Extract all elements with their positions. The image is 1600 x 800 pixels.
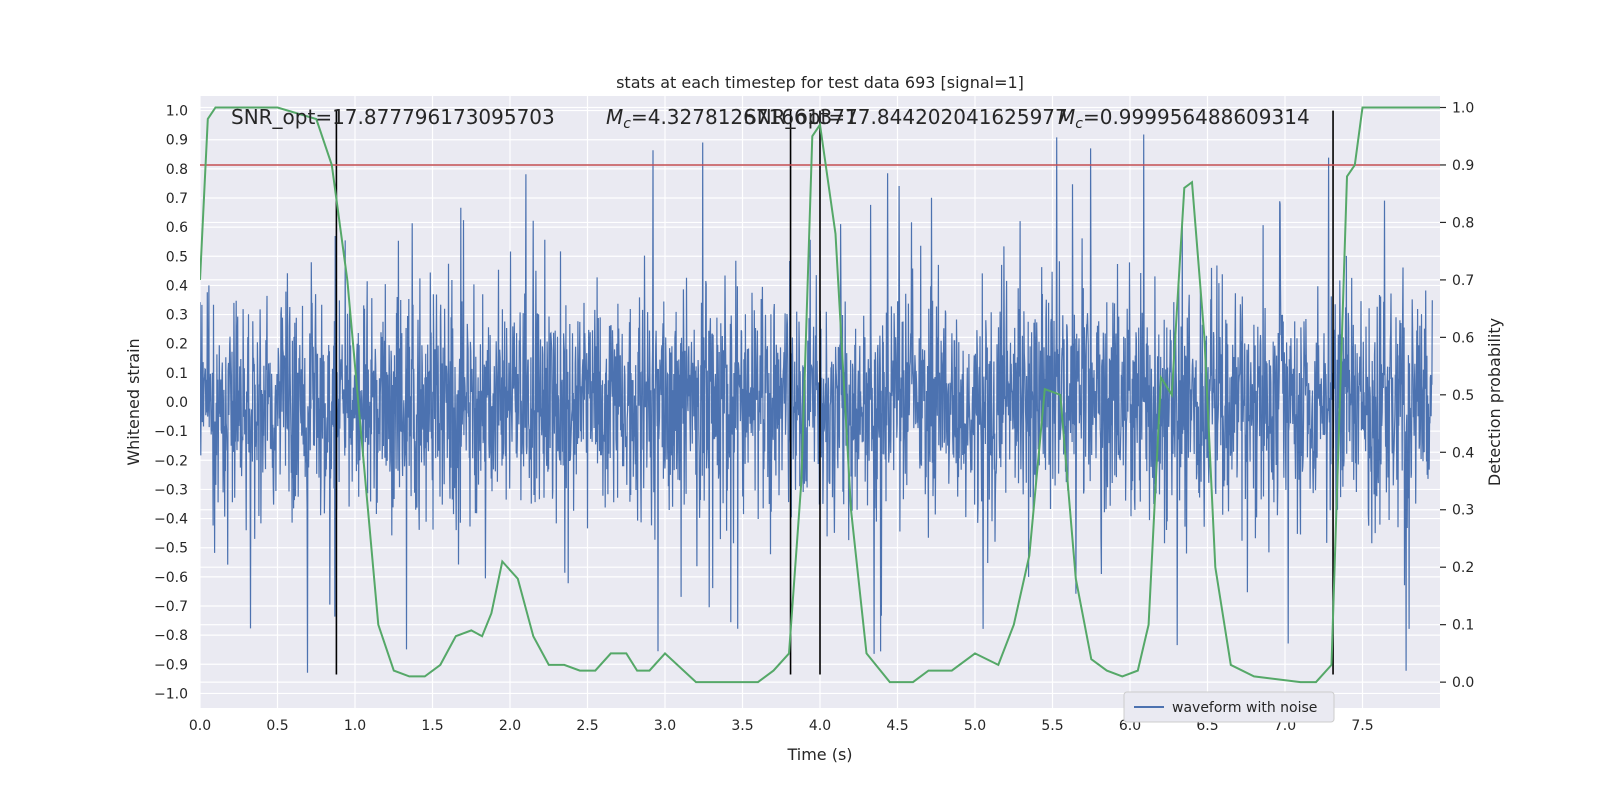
y-tick-label: −0.7 bbox=[154, 599, 188, 615]
y2-tick-label: 0.8 bbox=[1452, 215, 1474, 231]
y-tick-label: −0.2 bbox=[154, 453, 188, 469]
y-tick-label: −0.4 bbox=[154, 512, 188, 528]
y2-tick-label: 0.7 bbox=[1452, 273, 1474, 289]
y2-tick-label: 0.9 bbox=[1452, 158, 1474, 174]
y2-axis-label: Detection probability bbox=[1485, 318, 1504, 486]
annotation-mc-1: Mc=4.327812671661377 bbox=[606, 105, 858, 132]
y2-tick-label: 0.3 bbox=[1452, 503, 1474, 519]
y-tick-label: 0.6 bbox=[166, 220, 188, 236]
x-tick-label: 5.5 bbox=[1041, 718, 1063, 734]
legend: waveform with noise bbox=[1123, 691, 1335, 723]
waveform-series-line bbox=[200, 134, 1433, 673]
x-tick-label: 1.5 bbox=[421, 718, 443, 734]
y-tick-label: 0.9 bbox=[166, 133, 188, 149]
x-tick-label: 7.5 bbox=[1351, 718, 1373, 734]
y-tick-label: 1.0 bbox=[166, 104, 188, 120]
annotation-mc-2-sub: c bbox=[1075, 116, 1083, 132]
y2-tick-label: 0.4 bbox=[1452, 445, 1474, 461]
x-tick-label: 4.5 bbox=[886, 718, 908, 734]
y-tick-label: 0.2 bbox=[166, 337, 188, 353]
annotation-mc-1-sub: c bbox=[623, 116, 631, 132]
x-tick-label: 3.5 bbox=[731, 718, 753, 734]
legend-box bbox=[1123, 691, 1335, 723]
annotation-snr-1: SNR_opt=17.877796173095703 bbox=[231, 105, 555, 129]
y2-tick-label: 0.1 bbox=[1452, 618, 1474, 634]
y-tick-label: 0.8 bbox=[166, 162, 188, 178]
y-tick-label: −1.0 bbox=[154, 686, 188, 702]
y-tick-label: −0.8 bbox=[154, 628, 188, 644]
y-tick-label: 0.7 bbox=[166, 191, 188, 207]
annotation-snr-2: SNR_opt=17.844202041625977 bbox=[744, 105, 1068, 129]
vertical-markers bbox=[335, 110, 1334, 675]
plot-content bbox=[200, 106, 1440, 684]
annotation-mc-2-value: =0.999956488609314 bbox=[1083, 105, 1310, 129]
y2-tick-label: 0.2 bbox=[1452, 560, 1474, 576]
probability-series-line bbox=[200, 106, 1440, 684]
annotation-mc-2-symbol: M bbox=[1058, 105, 1075, 129]
y-tick-label: −0.3 bbox=[154, 482, 188, 498]
y-axis-label: Whitened strain bbox=[124, 338, 143, 465]
y-tick-label: 0.1 bbox=[166, 366, 188, 382]
chart-title: stats at each timestep for test data 693… bbox=[616, 73, 1024, 92]
y-tick-label: −0.5 bbox=[154, 541, 188, 557]
y-tick-label: 0.0 bbox=[166, 395, 188, 411]
y-tick-label: 0.5 bbox=[166, 249, 188, 265]
x-tick-label: 3.0 bbox=[654, 718, 676, 734]
annotation-mc-2: Mc=0.999956488609314 bbox=[1058, 105, 1310, 132]
y2-tick-label: 0.6 bbox=[1452, 330, 1474, 346]
annotation-mc-1-symbol: M bbox=[606, 105, 623, 129]
x-tick-label: 4.0 bbox=[809, 718, 831, 734]
x-tick-label: 0.0 bbox=[189, 718, 211, 734]
y2-tick-label: 0.0 bbox=[1452, 675, 1474, 691]
x-tick-label: 0.5 bbox=[266, 718, 288, 734]
y2-tick-label: 1.0 bbox=[1452, 100, 1474, 116]
legend-label-waveform: waveform with noise bbox=[1172, 700, 1317, 716]
x-tick-label: 5.0 bbox=[964, 718, 986, 734]
x-axis-label: Time (s) bbox=[786, 745, 852, 764]
y2-tick-label: 0.5 bbox=[1452, 388, 1474, 404]
y-tick-label: 0.3 bbox=[166, 308, 188, 324]
x-tick-label: 1.0 bbox=[344, 718, 366, 734]
y-tick-label: −0.6 bbox=[154, 570, 188, 586]
y-tick-label: −0.9 bbox=[154, 657, 188, 673]
x-tick-label: 2.5 bbox=[576, 718, 598, 734]
x-tick-label: 2.0 bbox=[499, 718, 521, 734]
y-tick-label: 0.4 bbox=[166, 278, 188, 294]
annotation-mc-1-value: =4.327812671661377 bbox=[631, 105, 858, 129]
y-tick-label: −0.1 bbox=[154, 424, 188, 440]
